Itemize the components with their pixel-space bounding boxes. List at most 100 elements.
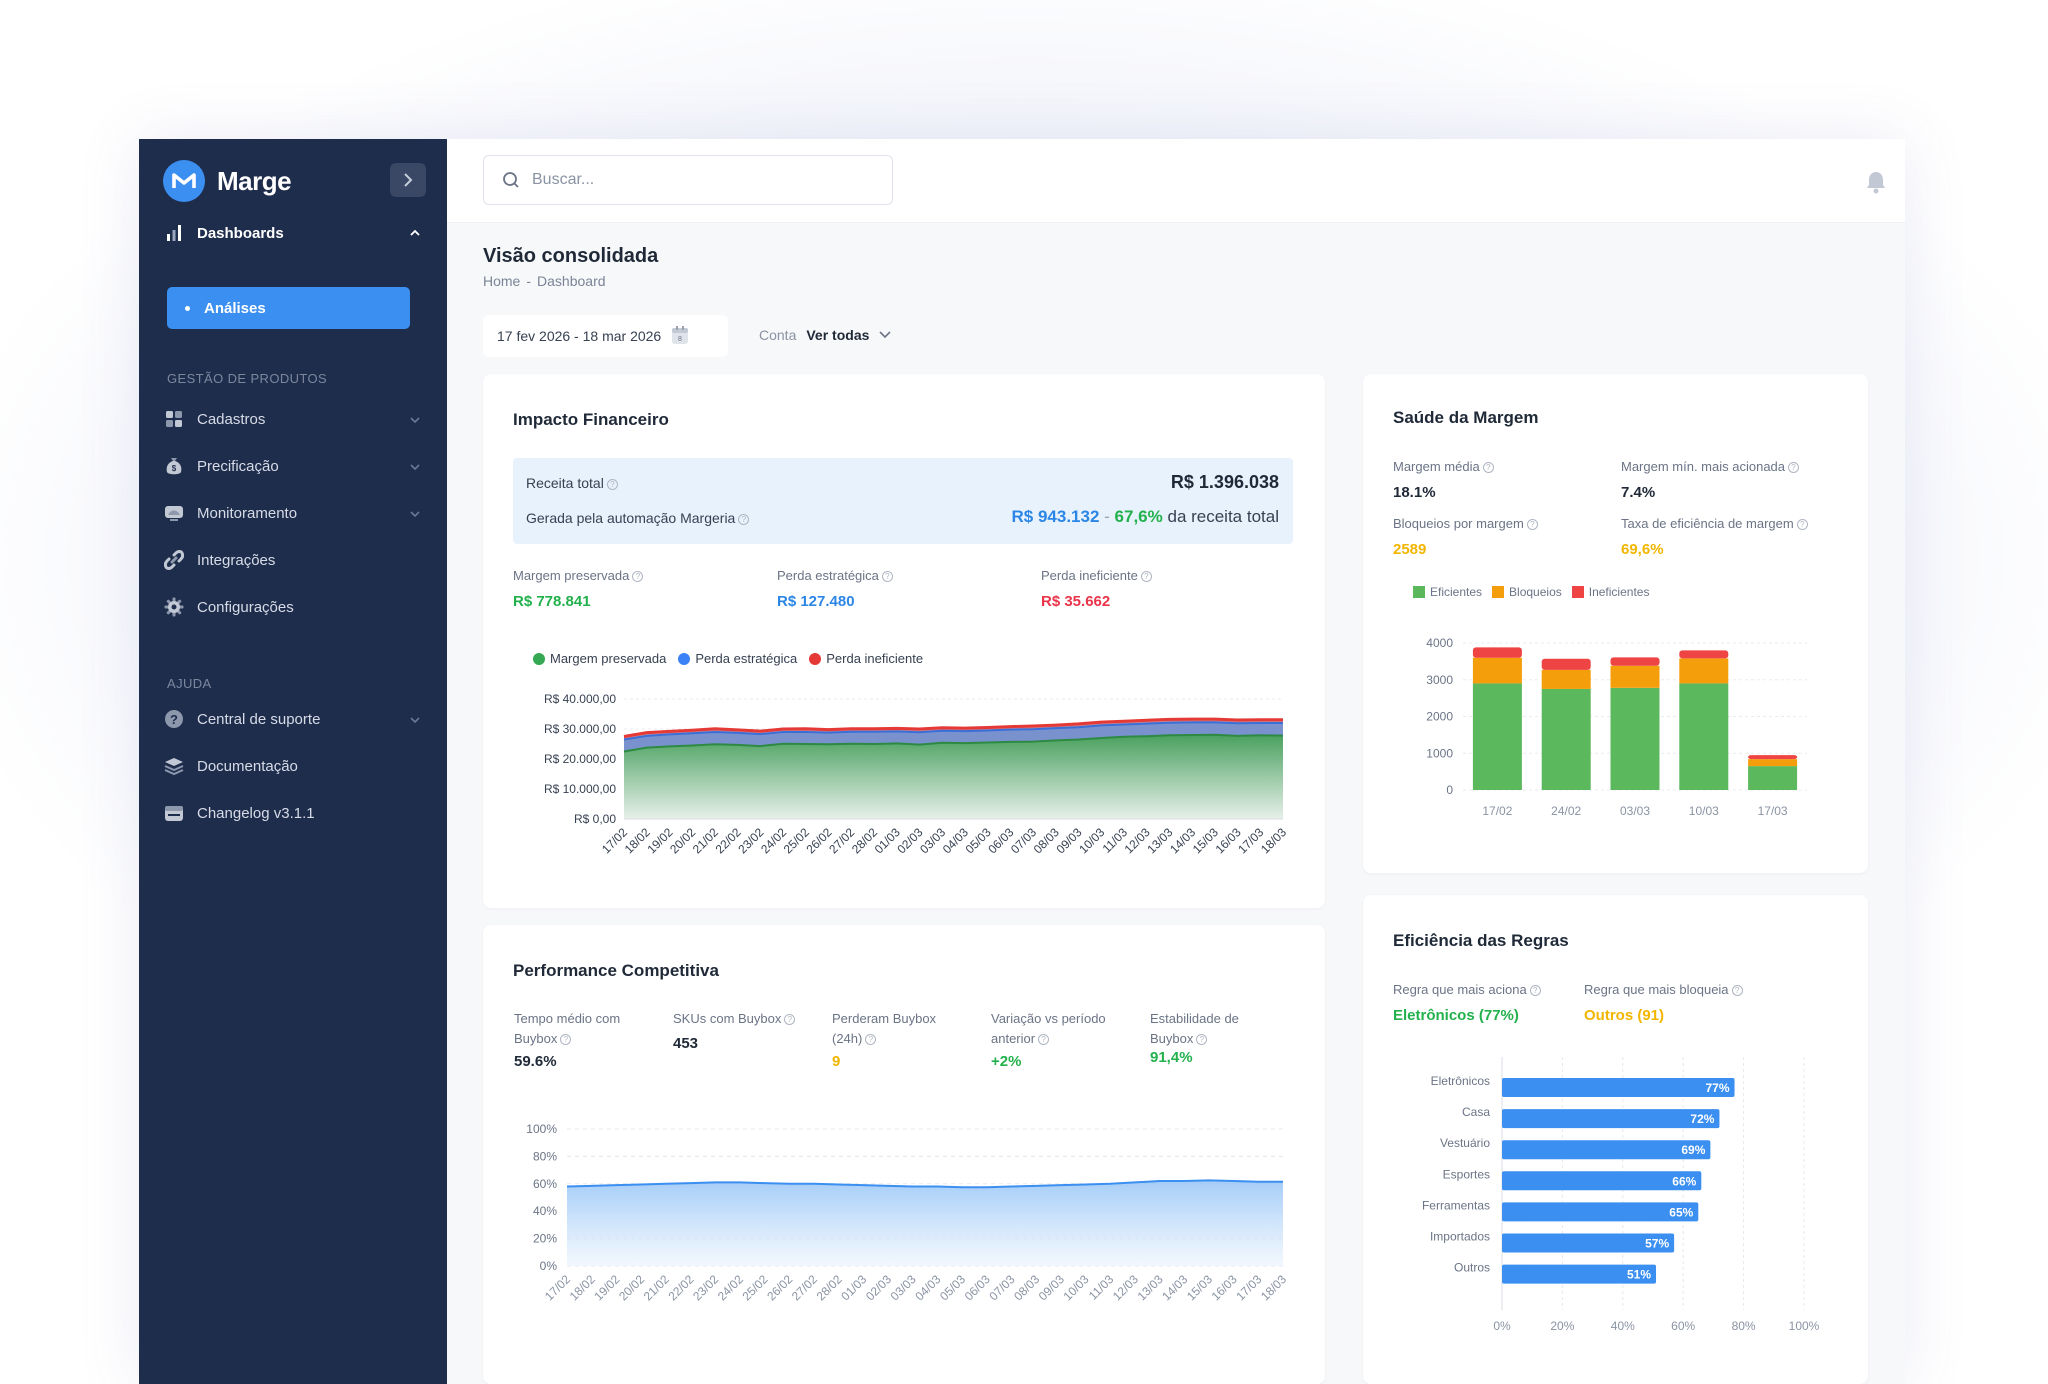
help-icon[interactable]: ? bbox=[865, 1034, 877, 1045]
impacto-area-chart: R$ 40.000,00 R$ 30.000,00 R$ 20.000,00 R$ 1… bbox=[544, 692, 1289, 856]
legend-item[interactable]: Eficientes bbox=[1413, 585, 1482, 599]
chevron-right-icon bbox=[404, 173, 413, 187]
legend-item[interactable]: Perda ineficiente bbox=[809, 651, 923, 666]
sidebar-item-precificacao[interactable]: $ Precificação bbox=[163, 448, 423, 484]
bar-value-label: 65% bbox=[1669, 1205, 1693, 1219]
x-tick-label: 19/02 bbox=[591, 1272, 622, 1303]
date-range-picker[interactable]: 17 fev 2026 - 18 mar 2026 8 bbox=[483, 315, 728, 357]
bar bbox=[1502, 1078, 1735, 1097]
nav-analises[interactable]: Análises bbox=[167, 287, 410, 329]
help-icon[interactable]: ? bbox=[881, 571, 893, 582]
kpi-value: 453 bbox=[673, 1035, 699, 1052]
card-impacto-financeiro: Impacto Financeiro Receita total? R$ 1.3… bbox=[483, 374, 1325, 908]
legend-label: Perda estratégica bbox=[695, 651, 798, 666]
logo-mark-icon bbox=[163, 160, 205, 202]
kpi-value: R$ 778.841 bbox=[513, 593, 591, 610]
receita-total-label: Receita total? bbox=[526, 475, 618, 491]
help-icon[interactable]: ? bbox=[560, 1034, 572, 1045]
sidebar-item-changelog[interactable]: Changelog v3.1.1 bbox=[163, 795, 423, 831]
kpi-value: R$ 35.662 bbox=[1041, 593, 1111, 610]
help-icon[interactable]: ? bbox=[1796, 519, 1808, 530]
card-title: Eficiência das Regras bbox=[1393, 931, 1569, 950]
sidebar-item-label: Configurações bbox=[197, 598, 294, 616]
series-line bbox=[623, 733, 1284, 753]
gear-icon bbox=[163, 596, 185, 618]
x-tick-label: 60% bbox=[1671, 1319, 1695, 1333]
gerada-label: Gerada pela automação Margeria? bbox=[526, 510, 750, 526]
x-tick-label: 17/02 bbox=[542, 1272, 573, 1303]
account-filter[interactable]: Conta Ver todas bbox=[759, 327, 891, 343]
kpi-value: 7.4% bbox=[1621, 484, 1656, 501]
y-tick-label: 40% bbox=[533, 1204, 557, 1218]
bar bbox=[1502, 1202, 1699, 1222]
search-input[interactable] bbox=[532, 171, 852, 189]
gerada-separator: - bbox=[1104, 507, 1110, 526]
sidebar-item-label: Precificação bbox=[197, 457, 279, 475]
legend-item[interactable]: Ineficientes bbox=[1571, 585, 1649, 599]
help-icon[interactable]: ? bbox=[1529, 985, 1541, 996]
legend-item[interactable]: Bloqueios bbox=[1492, 585, 1562, 599]
svg-text:8: 8 bbox=[678, 336, 682, 343]
kpi-label: Regra que mais bloqueia? bbox=[1584, 980, 1743, 1000]
logo[interactable]: Marge bbox=[163, 159, 292, 203]
svg-text:$: $ bbox=[172, 464, 177, 473]
legend-item[interactable]: Margem preservada bbox=[533, 651, 666, 666]
money-bag-icon: $ bbox=[163, 455, 185, 477]
help-icon[interactable]: ? bbox=[1038, 1034, 1050, 1045]
x-tick-label: 17/03 bbox=[1758, 804, 1788, 818]
kpi-value: Eletrônicos (77%) bbox=[1393, 1007, 1519, 1024]
x-tick-label: 08/03 bbox=[1011, 1272, 1042, 1303]
x-tick-label: 18/03 bbox=[1258, 1272, 1289, 1303]
saude-bar-chart: 4000 3000 2000 1000 0 17/02 24/02 03/03 10/03 17/… bbox=[1426, 636, 1807, 818]
help-icon[interactable]: ? bbox=[784, 1014, 796, 1025]
area-margem-preservada bbox=[624, 734, 1283, 819]
sidebar-item-configuracoes[interactable]: Configurações bbox=[163, 589, 423, 625]
search-box[interactable] bbox=[483, 155, 893, 205]
help-icon[interactable]: ? bbox=[1196, 1034, 1208, 1045]
sidebar-item-monitoramento[interactable]: Monitoramento bbox=[163, 495, 423, 531]
bar-segment-bloqueios bbox=[1679, 658, 1729, 684]
notifications-bell-icon[interactable] bbox=[1861, 167, 1891, 197]
grid-icon bbox=[163, 408, 185, 430]
nav-dashboards[interactable]: Dashboards bbox=[163, 215, 423, 251]
sidebar-item-label: Changelog v3.1.1 bbox=[197, 804, 315, 822]
sidebar: Marge Dashboards Análises GESTÃO DE PROD… bbox=[139, 139, 447, 1384]
help-icon[interactable]: ? bbox=[1482, 462, 1494, 473]
y-tick-label: 0 bbox=[1446, 783, 1453, 797]
card-title: Impacto Financeiro bbox=[513, 410, 669, 429]
legend-label: Perda ineficiente bbox=[826, 651, 924, 666]
help-icon[interactable]: ? bbox=[1788, 462, 1800, 473]
sidebar-item-integracoes[interactable]: Integrações bbox=[163, 542, 423, 578]
layers-icon bbox=[163, 755, 185, 777]
kpi-value: 2589 bbox=[1393, 541, 1427, 558]
help-icon[interactable]: ? bbox=[1731, 985, 1743, 996]
y-tick-label: 80% bbox=[533, 1149, 557, 1163]
gerada-percent: 67,6% bbox=[1114, 507, 1163, 526]
help-icon[interactable]: ? bbox=[632, 571, 644, 582]
sidebar-item-documentacao[interactable]: Documentação bbox=[163, 748, 423, 784]
bar-segment-ineficientes bbox=[1541, 658, 1591, 670]
breadcrumb-home[interactable]: Home bbox=[483, 273, 521, 289]
x-tick-label: 17/02 bbox=[1482, 804, 1512, 818]
section-gestao-produtos: GESTÃO DE PRODUTOS bbox=[167, 371, 328, 386]
sidebar-item-cadastros[interactable]: Cadastros bbox=[163, 401, 423, 437]
y-category-label: Ferramentas bbox=[1422, 1198, 1490, 1212]
area-perda-estratégica bbox=[624, 722, 1283, 752]
help-icon[interactable]: ? bbox=[1140, 571, 1152, 582]
legend-swatch bbox=[1413, 586, 1425, 598]
legend-item[interactable]: Perda estratégica bbox=[678, 651, 797, 666]
sidebar-item-central[interactable]: ? Central de suporte bbox=[163, 701, 423, 737]
bar-segment-bloqueios bbox=[1541, 669, 1591, 689]
bar-value-label: 77% bbox=[1706, 1081, 1730, 1095]
collapse-sidebar-button[interactable] bbox=[390, 163, 426, 197]
x-tick-label: 09/03 bbox=[1036, 1272, 1067, 1303]
help-icon[interactable]: ? bbox=[1526, 519, 1538, 530]
legend-label: Bloqueios bbox=[1509, 585, 1562, 599]
monitor-icon bbox=[163, 502, 185, 524]
bar-segment-bloqueios bbox=[1748, 759, 1798, 767]
calendar-icon: 8 bbox=[671, 325, 689, 348]
chart-legend: Eficientes Bloqueios Ineficientes bbox=[1413, 585, 1649, 599]
legend-swatch bbox=[533, 652, 545, 665]
bar-value-label: 51% bbox=[1627, 1268, 1651, 1282]
page-title: Visão consolidada bbox=[483, 245, 659, 267]
